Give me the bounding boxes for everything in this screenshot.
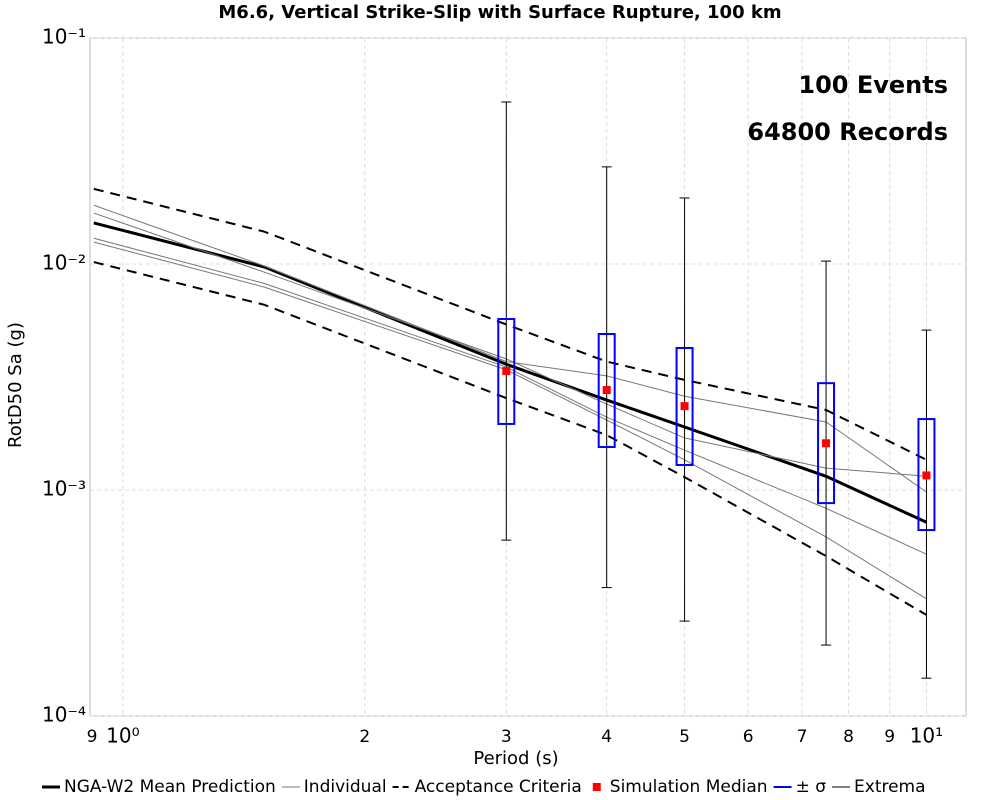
legend-label: Acceptance Criteria [415,777,582,797]
x-tick-label: 2 [359,727,370,747]
x-tick-label: 10¹ [910,724,943,748]
x-tick-label: 7 [797,727,808,747]
series-line [93,261,927,616]
y-tick-label: 10⁻² [42,251,86,275]
legend-label: NGA-W2 Mean Prediction [64,777,276,797]
x-tick-label: 9 [87,727,98,747]
x-tick-label: 9 [884,727,895,747]
legend-label: ± σ [796,777,827,797]
x-tick-label: 5 [679,727,690,747]
median-marker [680,402,689,411]
x-tick-label: 6 [743,727,754,747]
legend-label: Individual [304,777,387,797]
sigma-box [817,382,836,505]
x-axis-label: Period (s) [473,748,558,769]
sigma-box [675,346,694,467]
legend-swatch [592,783,601,791]
y-axis-label: RotD50 Sa (g) [5,322,26,448]
y-tick-label: 10⁻³ [42,477,86,501]
median-marker [502,367,511,376]
legend-label: Extrema [854,777,926,797]
sigma-box [497,318,516,425]
y-tick-label: 10⁻⁴ [42,703,86,727]
median-marker [602,385,611,394]
x-tick-label: 8 [843,727,854,747]
y-tick-label: 10⁻¹ [42,25,86,49]
x-tick-label: 10⁰ [106,724,139,748]
median-marker [822,439,831,448]
annotation: 64800 Records [747,118,948,146]
chart-title: M6.6, Vertical Strike-Slip with Surface … [218,2,781,23]
x-tick-label: 3 [501,727,512,747]
annotation: 100 Events [798,71,948,99]
median-marker [922,471,931,480]
sigma-box [917,418,936,532]
x-tick-label: 4 [601,727,612,747]
sigma-box [597,333,616,448]
plot-area [89,37,967,717]
legend-label: Simulation Median [610,777,768,797]
